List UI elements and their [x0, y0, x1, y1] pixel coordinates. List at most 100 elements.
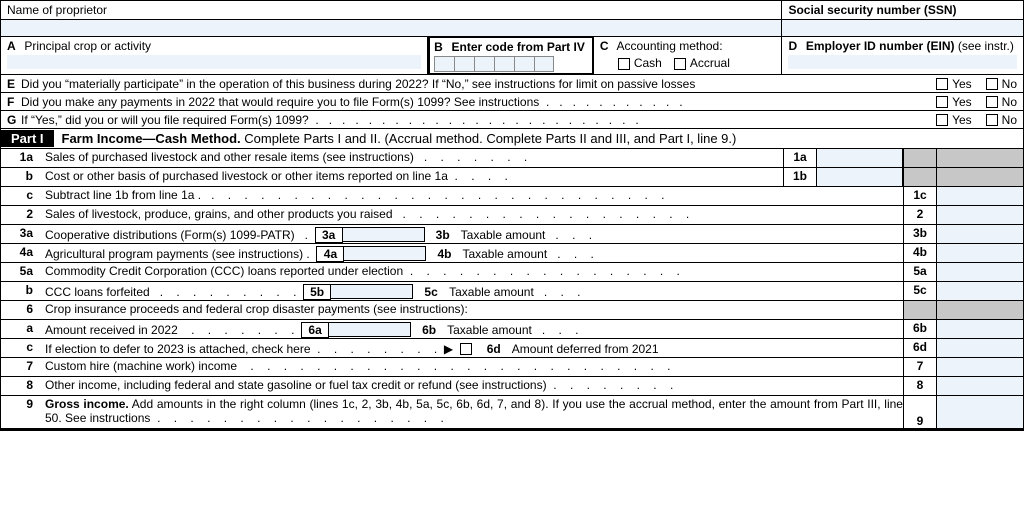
sub-6b: 6b [411, 323, 447, 337]
line-9: 9 Gross income. Add amounts in the right… [1, 396, 1023, 430]
rval-6 [937, 301, 1023, 319]
g-yes[interactable]: Yes [936, 113, 972, 127]
question-e: E Did you “materially participate” in th… [1, 75, 1023, 93]
txt-8: Other income, including federal and stat… [45, 378, 547, 392]
col-b: B Enter code from Part IV [428, 36, 594, 75]
cash-option[interactable]: Cash [618, 56, 662, 70]
rlbl-8: 8 [903, 377, 937, 395]
col-c: C Accounting method: Cash Accrual [594, 37, 783, 74]
ln-6c: c [1, 339, 37, 357]
label-b: Enter code from Part IV [451, 40, 584, 54]
defer-checkbox[interactable] [460, 343, 472, 355]
midval-1b[interactable] [817, 168, 903, 186]
ln-3a: 3a [1, 225, 37, 243]
rval-1c[interactable] [937, 187, 1023, 205]
midval-1a[interactable] [817, 149, 903, 167]
text-g: If “Yes,” did you or will you file requi… [21, 113, 309, 127]
inlbl-3a: 3a [315, 227, 343, 243]
txt-4a: Agricultural program payments (see instr… [45, 247, 310, 261]
ln-9: 9 [1, 396, 37, 428]
g-yes-checkbox[interactable] [936, 114, 948, 126]
part1-title-bold: Farm Income—Cash Method. [62, 131, 241, 146]
inval-6a[interactable] [329, 322, 411, 337]
rlbl-7: 7 [903, 358, 937, 376]
accrual-checkbox[interactable] [674, 58, 686, 70]
rlbl-6b: 6b [903, 320, 937, 338]
f-yes-checkbox[interactable] [936, 96, 948, 108]
rlbl-4b: 4b [903, 244, 937, 262]
rval-2[interactable] [937, 206, 1023, 224]
ssn-input[interactable] [782, 20, 1023, 36]
g-no[interactable]: No [986, 113, 1017, 127]
inval-5b[interactable] [331, 284, 413, 299]
no-label: No [1002, 77, 1017, 91]
yes-label: Yes [952, 77, 972, 91]
lead-a: A [7, 39, 21, 53]
f-yes[interactable]: Yes [936, 95, 972, 109]
e-no[interactable]: No [986, 77, 1017, 91]
header-entry-row [1, 20, 1023, 37]
rval-5a[interactable] [937, 263, 1023, 281]
line-8: 8 Other income, including federal and st… [1, 377, 1023, 396]
e-no-checkbox[interactable] [986, 78, 998, 90]
midlbl-1a: 1a [783, 149, 817, 167]
ln-8: 8 [1, 377, 37, 395]
e-yes-checkbox[interactable] [936, 78, 948, 90]
no-label2: No [1002, 95, 1017, 109]
principal-crop-input[interactable] [7, 55, 421, 69]
rlbl-9: 9 [903, 396, 937, 428]
text-e: Did you “materially participate” in the … [21, 77, 887, 91]
col-a: A Principal crop or activity [1, 37, 428, 74]
accrual-label: Accrual [690, 56, 730, 70]
rval-1a [937, 149, 1023, 167]
rval-6b[interactable] [937, 320, 1023, 338]
rlbl-3b: 3b [903, 225, 937, 243]
inval-4a[interactable] [344, 246, 426, 261]
rval-3b[interactable] [937, 225, 1023, 243]
name-input[interactable] [1, 20, 782, 36]
rval-1b [937, 168, 1023, 186]
ln-6a: a [1, 320, 37, 338]
part1-bar: Part I Farm Income—Cash Method. Complete… [1, 129, 1023, 149]
line-6c: c If election to defer to 2023 is attach… [1, 339, 1023, 358]
text-f: Did you make any payments in 2022 that w… [21, 95, 539, 109]
lead-d: D [788, 39, 802, 53]
inlbl-4a: 4a [316, 246, 344, 262]
ein-input[interactable] [788, 55, 1017, 69]
txt-1a: Sales of purchased livestock and other r… [45, 150, 414, 164]
lead-e: E [7, 77, 21, 91]
ln-1a: 1a [1, 149, 37, 167]
txt-6: Crop insurance proceeds and federal crop… [45, 301, 903, 319]
txt-5b: CCC loans forfeited [45, 285, 150, 299]
rval-4b[interactable] [937, 244, 1023, 262]
rval-5c[interactable] [937, 282, 1023, 300]
cash-checkbox[interactable] [618, 58, 630, 70]
rval-7[interactable] [937, 358, 1023, 376]
cash-label: Cash [634, 56, 662, 70]
rval-8[interactable] [937, 377, 1023, 395]
inlbl-5b: 5b [303, 284, 331, 300]
rlbl-5a: 5a [903, 263, 937, 281]
part1-tag: Part I [1, 130, 54, 147]
rval-9[interactable] [937, 396, 1023, 428]
f-no-checkbox[interactable] [986, 96, 998, 108]
line-6: 6 Crop insurance proceeds and federal cr… [1, 301, 1023, 320]
question-f: F Did you make any payments in 2022 that… [1, 93, 1023, 111]
accrual-option[interactable]: Accrual [674, 56, 730, 70]
rlbl-6 [903, 301, 937, 319]
line-3a: 3a Cooperative distributions (Form(s) 10… [1, 225, 1023, 244]
label-a: Principal crop or activity [24, 39, 151, 53]
rval-6d[interactable] [937, 339, 1023, 357]
inval-3a[interactable] [343, 227, 425, 242]
rlbl-2: 2 [903, 206, 937, 224]
e-yes[interactable]: Yes [936, 77, 972, 91]
subt-6b: Taxable amount [447, 323, 532, 337]
code-boxes[interactable] [434, 56, 588, 72]
label-c: Accounting method: [617, 39, 723, 53]
lead-b: B [434, 40, 448, 54]
f-no[interactable]: No [986, 95, 1017, 109]
g-no-checkbox[interactable] [986, 114, 998, 126]
sub-6d: 6d [476, 342, 512, 356]
ln-5a: 5a [1, 263, 37, 281]
lead-g: G [7, 113, 21, 127]
